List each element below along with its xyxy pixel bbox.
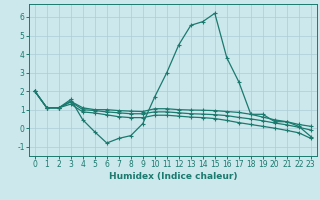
X-axis label: Humidex (Indice chaleur): Humidex (Indice chaleur) bbox=[108, 172, 237, 181]
